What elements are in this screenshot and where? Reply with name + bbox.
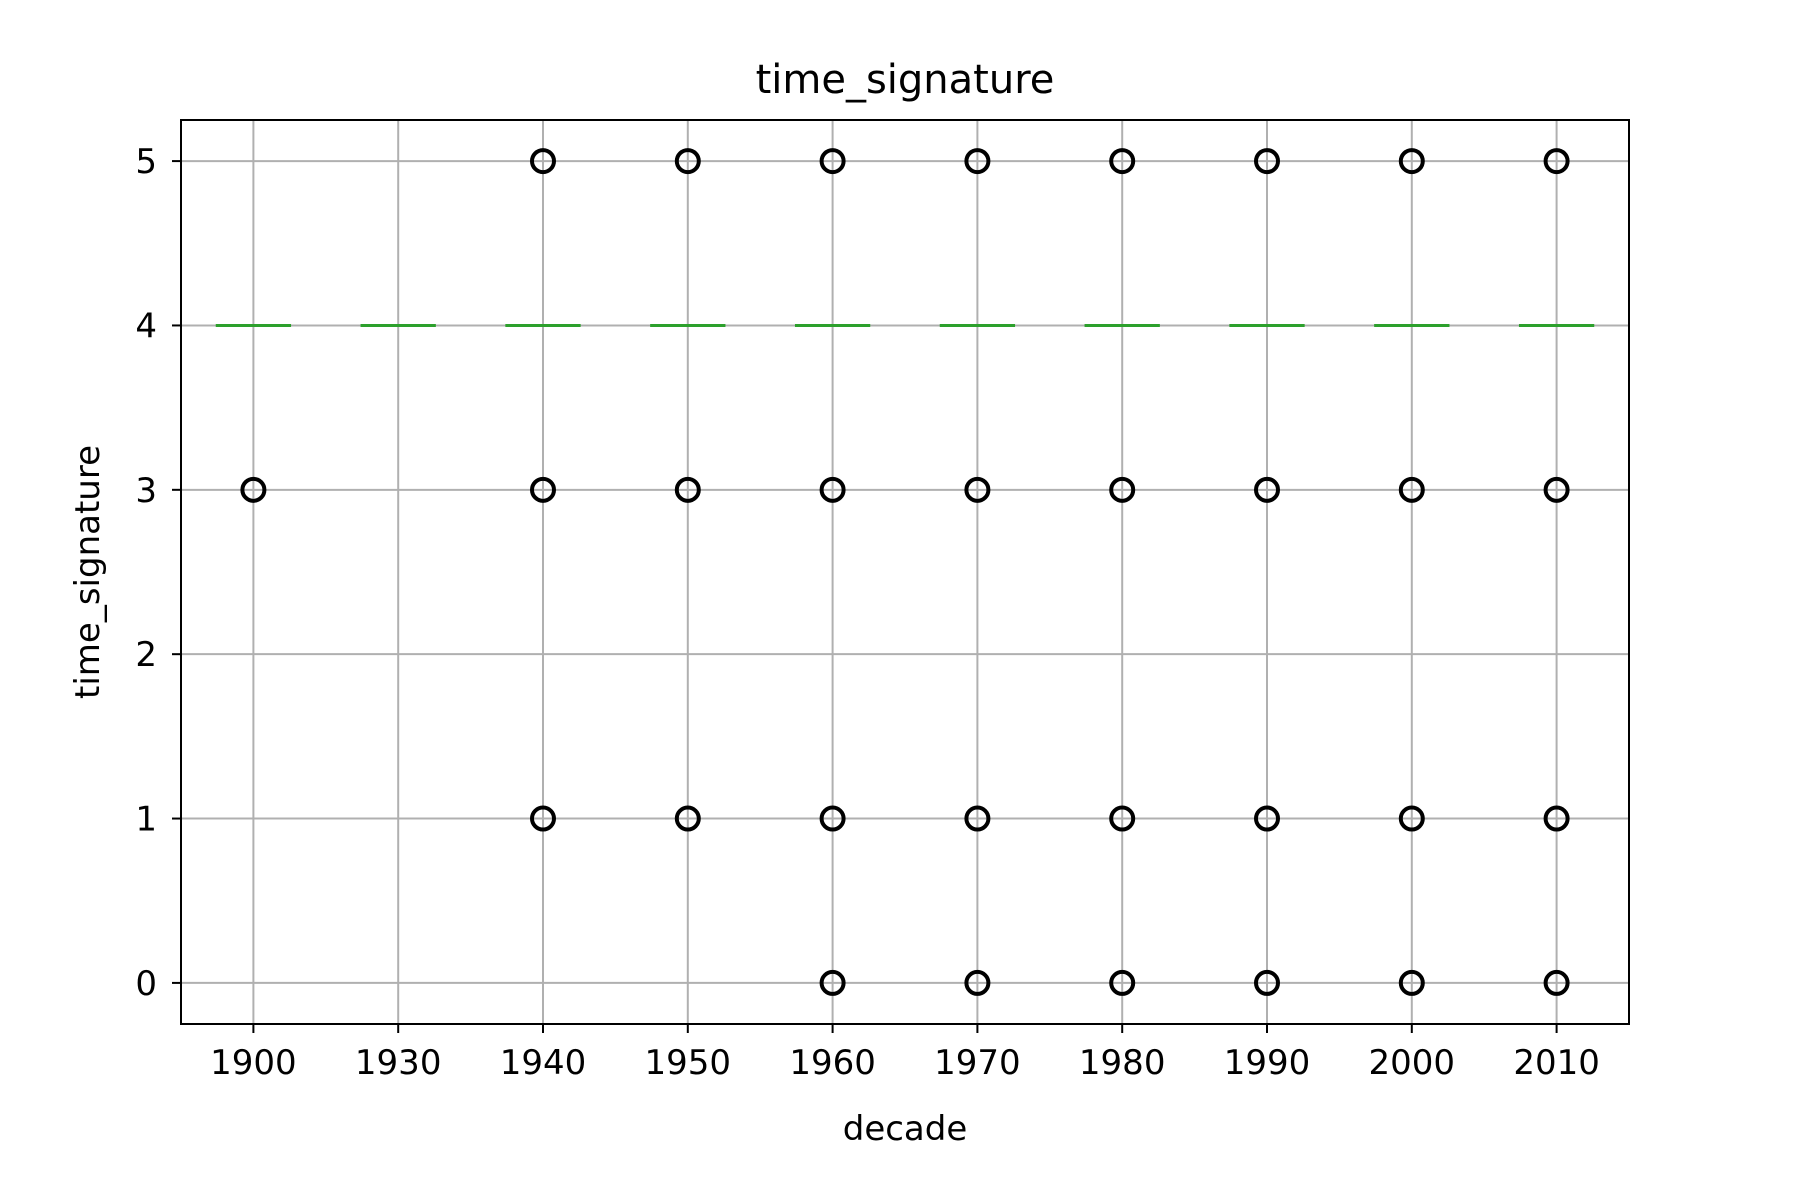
outlier-point <box>530 476 556 503</box>
outlier-point <box>964 476 991 503</box>
outlier-point <box>819 969 846 996</box>
y-axis-label: time_signature <box>68 445 108 699</box>
outlier-point <box>674 148 701 175</box>
x-tick-label: 1930 <box>355 1043 442 1083</box>
outlier-point <box>530 148 556 175</box>
plot-area-frame <box>180 119 1630 1025</box>
outlier-point <box>1109 805 1136 832</box>
y-tick-label: 4 <box>135 306 157 346</box>
outlier-points <box>240 148 1570 996</box>
x-tick-label: 1950 <box>645 1043 732 1083</box>
y-tick-label: 2 <box>135 635 157 675</box>
x-tick-label: 2010 <box>1513 1043 1600 1083</box>
outlier-point <box>674 476 701 503</box>
outlier-point <box>1398 476 1425 503</box>
x-tick-label: 1900 <box>210 1043 297 1083</box>
outlier-point <box>1543 476 1570 503</box>
outlier-point <box>819 148 846 175</box>
outlier-point <box>240 476 267 503</box>
outlier-point <box>1109 148 1136 175</box>
outlier-point <box>1254 148 1280 175</box>
y-tick-labels: 0 1 2 3 4 5 <box>135 142 157 1004</box>
outlier-point <box>1543 969 1570 996</box>
x-tick-label: 1980 <box>1079 1043 1166 1083</box>
outlier-point <box>530 805 556 832</box>
x-tick-labels: 1900 1930 1940 1950 1960 1970 1980 1990 2000 2010 <box>210 1043 1600 1083</box>
outlier-point <box>1254 805 1280 832</box>
outlier-point <box>964 805 991 832</box>
y-tick-label: 0 <box>135 964 157 1004</box>
outlier-point <box>674 805 701 832</box>
grid-lines <box>181 120 1629 1024</box>
y-tick-label: 3 <box>135 471 157 511</box>
x-tick-label: 2000 <box>1369 1043 1456 1083</box>
outlier-point <box>1398 805 1425 832</box>
axis-ticks <box>172 160 1558 1033</box>
outlier-point <box>1109 476 1136 503</box>
outlier-point <box>1543 148 1570 175</box>
x-tick-label: 1940 <box>500 1043 587 1083</box>
outlier-point <box>819 476 846 503</box>
outlier-point <box>1543 805 1570 832</box>
outlier-point <box>1254 476 1280 503</box>
x-tick-label: 1990 <box>1224 1043 1311 1083</box>
outlier-point <box>1398 969 1425 996</box>
chart-title: time_signature <box>756 57 1055 103</box>
outlier-point <box>964 969 991 996</box>
outlier-point <box>1109 969 1136 996</box>
outlier-point <box>1398 148 1425 175</box>
outlier-point <box>964 148 991 175</box>
outlier-point <box>1254 969 1280 996</box>
x-tick-label: 1970 <box>934 1043 1021 1083</box>
outlier-point <box>819 805 846 832</box>
y-tick-label: 1 <box>135 800 157 840</box>
y-tick-label: 5 <box>135 142 157 182</box>
x-axis-label: decade <box>843 1109 968 1149</box>
x-tick-label: 1960 <box>789 1043 876 1083</box>
